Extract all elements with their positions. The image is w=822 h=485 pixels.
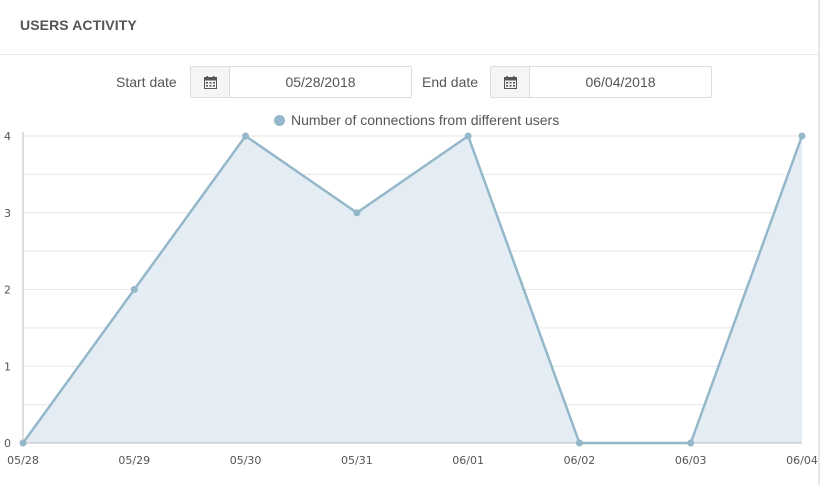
start-date-picker[interactable] (190, 66, 412, 98)
data-point (687, 439, 695, 447)
data-point (242, 132, 250, 140)
y-tick-label: 3 (4, 207, 11, 220)
x-tick-label: 06/02 (564, 454, 596, 467)
data-point (464, 132, 472, 140)
x-tick-label: 05/28 (7, 454, 39, 467)
y-tick-label: 4 (4, 130, 11, 143)
x-tick-label: 06/04 (786, 454, 818, 467)
end-date-picker[interactable] (490, 66, 712, 98)
x-tick-label: 06/01 (452, 454, 484, 467)
x-tick-label: 05/29 (118, 454, 150, 467)
calendar-icon (503, 75, 517, 89)
chart-legend[interactable]: Number of connections from different use… (274, 111, 559, 129)
calendar-icon (203, 75, 217, 89)
data-point (353, 209, 361, 217)
data-point (575, 439, 583, 447)
y-tick-label: 0 (4, 437, 11, 450)
start-date-input[interactable] (230, 67, 411, 97)
legend-series-marker (274, 114, 285, 126)
series-area (23, 136, 802, 443)
panel-title: USERS ACTIVITY (20, 17, 137, 33)
x-tick-label: 05/30 (230, 454, 262, 467)
y-tick-label: 2 (4, 284, 11, 297)
panel-border (818, 0, 820, 485)
y-tick-label: 1 (4, 360, 11, 373)
data-point (798, 132, 806, 140)
start-date-label: Start date (116, 74, 177, 90)
legend-series-label: Number of connections from different use… (291, 112, 560, 128)
data-point (130, 286, 138, 293)
series-line (21, 134, 804, 445)
panel-header: USERS ACTIVITY (0, 0, 818, 55)
x-tick-label: 05/31 (341, 454, 373, 467)
end-date-calendar-button[interactable] (491, 67, 530, 97)
start-date-calendar-button[interactable] (191, 67, 230, 97)
x-tick-label: 06/03 (675, 454, 707, 467)
data-point (19, 439, 27, 447)
end-date-input[interactable] (530, 67, 711, 97)
end-date-label: End date (422, 74, 479, 90)
